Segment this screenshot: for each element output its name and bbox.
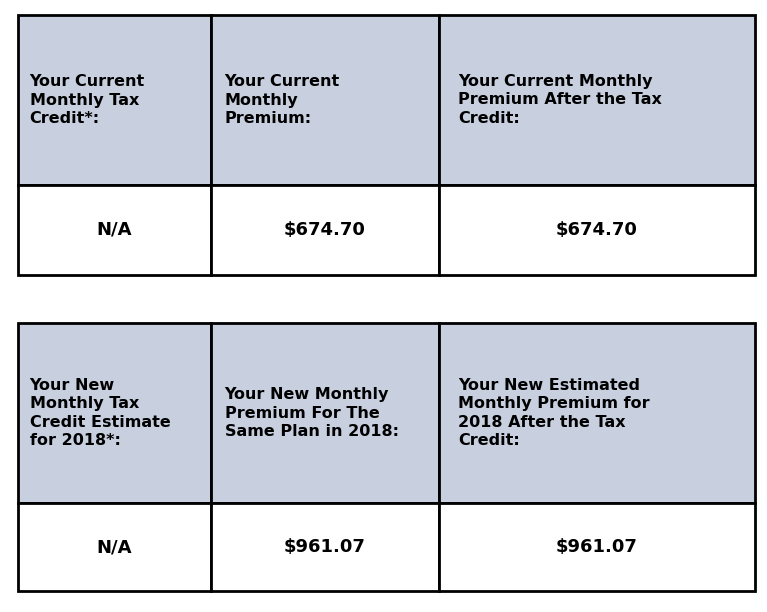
Bar [439, 323, 755, 503]
Bar [211, 15, 439, 185]
Text: Your Current Monthly
Premium After the Tax
Credit:: Your Current Monthly Premium After the T… [458, 74, 662, 126]
Bar [18, 323, 211, 503]
Bar [211, 323, 439, 503]
Bar [211, 503, 439, 591]
Text: $961.07: $961.07 [284, 538, 366, 556]
Text: $674.70: $674.70 [556, 221, 638, 239]
Text: $674.70: $674.70 [284, 221, 366, 239]
Bar [211, 185, 439, 275]
Text: Your Current
Monthly Tax
Credit*:: Your Current Monthly Tax Credit*: [30, 74, 145, 126]
Text: Your New
Monthly Tax
Credit Estimate
for 2018*:: Your New Monthly Tax Credit Estimate for… [30, 378, 170, 449]
Text: Your New Estimated
Monthly Premium for
2018 After the Tax
Credit:: Your New Estimated Monthly Premium for 2… [458, 378, 650, 449]
Bar [439, 15, 755, 185]
Text: N/A: N/A [97, 221, 132, 239]
Text: $961.07: $961.07 [556, 538, 638, 556]
Bar [439, 503, 755, 591]
Text: Your New Monthly
Premium For The
Same Plan in 2018:: Your New Monthly Premium For The Same Pl… [225, 387, 399, 439]
Text: Your Current
Monthly
Premium:: Your Current Monthly Premium: [225, 74, 340, 126]
Text: N/A: N/A [97, 538, 132, 556]
Bar [439, 185, 755, 275]
Bar [18, 15, 211, 185]
Bar [18, 185, 211, 275]
Bar [18, 503, 211, 591]
